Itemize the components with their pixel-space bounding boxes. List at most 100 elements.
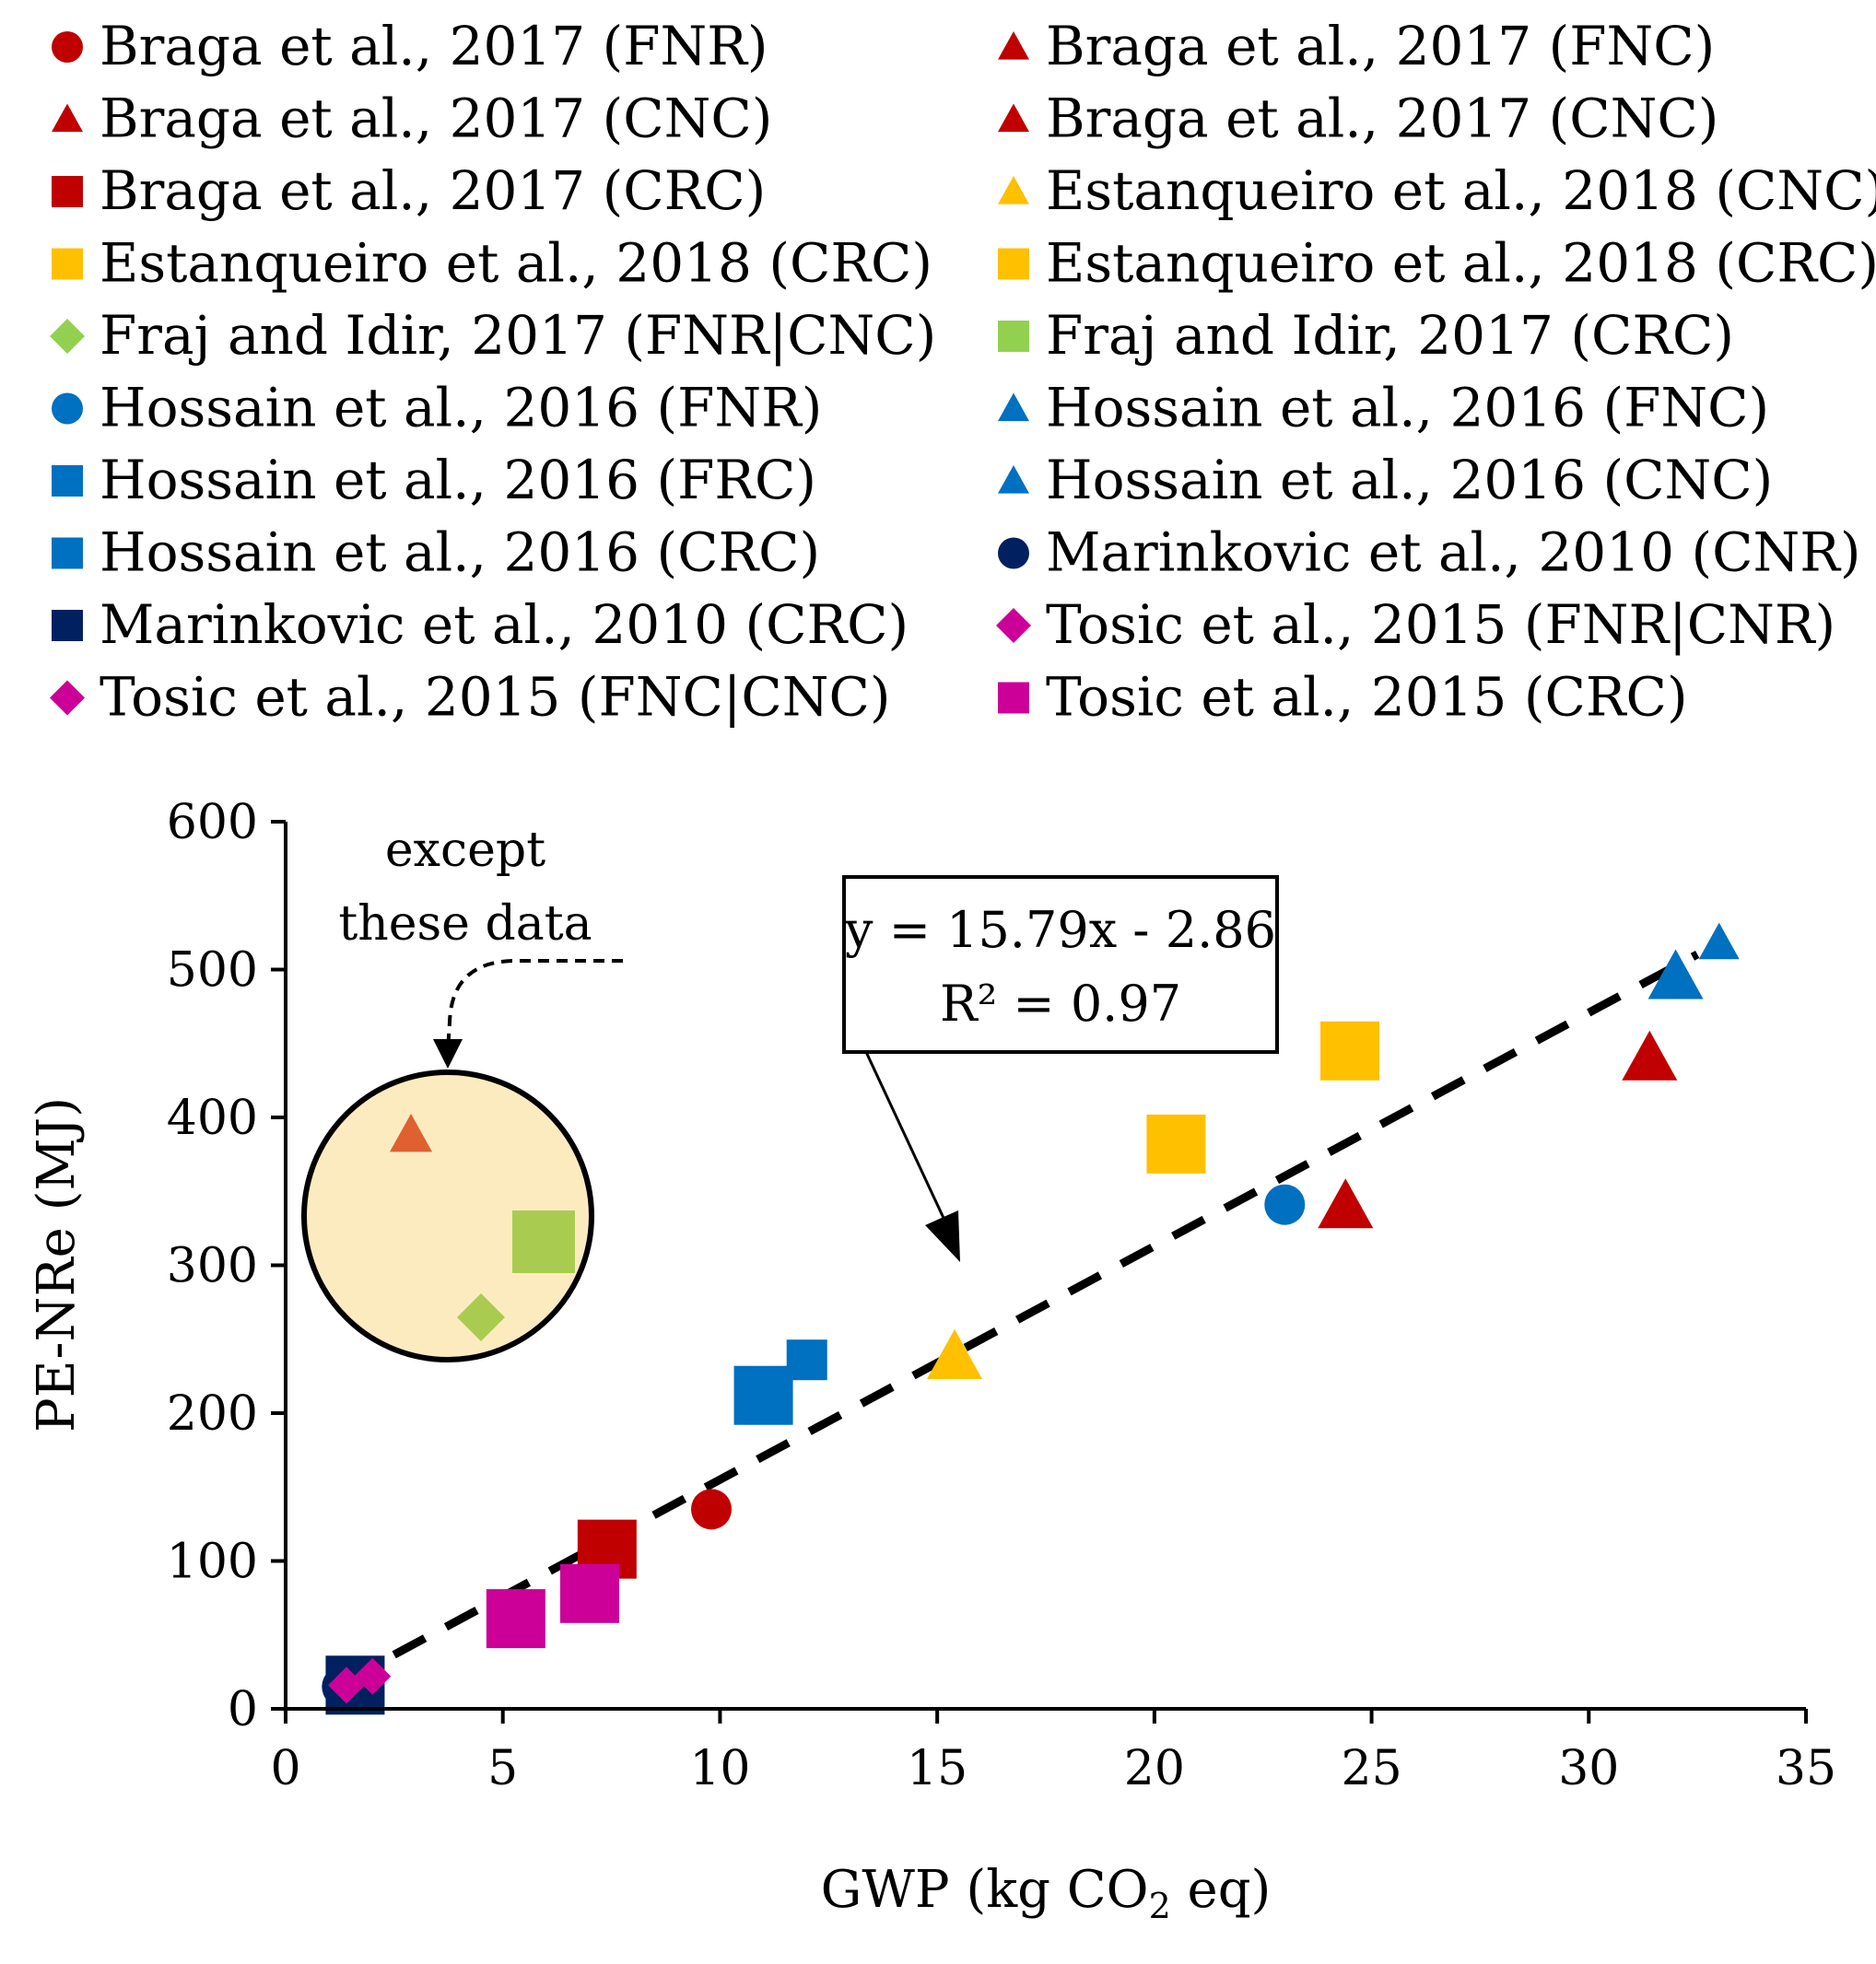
legend-entry: Braga et al., 2017 (CNC) bbox=[998, 88, 1718, 150]
excluded-point-square bbox=[512, 1210, 575, 1273]
plot-area: except these data y = 15.79x - 2.86 R² =… bbox=[27, 795, 1836, 1926]
data-point-square bbox=[486, 1589, 545, 1649]
legend-label: Hossain et al., 2016 (FNR) bbox=[100, 377, 822, 439]
y-tick-label: 400 bbox=[167, 1091, 258, 1146]
y-tick-label: 200 bbox=[167, 1386, 258, 1442]
x-tick-label: 10 bbox=[689, 1741, 750, 1796]
y-tick-label: 500 bbox=[167, 943, 258, 999]
legend-entry: Estanqueiro et al., 2018 (CNC) bbox=[998, 159, 1876, 222]
data-point-diamond bbox=[354, 1657, 392, 1695]
legend-marker-triangle bbox=[998, 31, 1029, 60]
legend-label: Braga et al., 2017 (FNC) bbox=[1046, 15, 1715, 77]
y-tick-label: 100 bbox=[167, 1535, 258, 1590]
legend-marker-square bbox=[52, 537, 83, 569]
legend-marker-square bbox=[52, 176, 83, 207]
trendline bbox=[340, 950, 1700, 1687]
legend-marker-square bbox=[998, 248, 1029, 280]
legend-entry: Hossain et al., 2016 (CNC) bbox=[998, 449, 1773, 511]
legend-label: Hossain et al., 2016 (CRC) bbox=[100, 521, 820, 584]
legend-entry: Fraj and Idir, 2017 (FNR|CNC) bbox=[50, 304, 936, 367]
legend-label: Tosic et al., 2015 (FNR|CNR) bbox=[1046, 593, 1835, 656]
legend-entry: Tosic et al., 2015 (FNR|CNR) bbox=[996, 593, 1835, 656]
legend-entry: Hossain et al., 2016 (FNC) bbox=[998, 377, 1769, 439]
except-label-line2: these data bbox=[338, 896, 592, 952]
legend-marker-triangle bbox=[998, 465, 1029, 494]
legend-marker-diamond bbox=[996, 608, 1031, 643]
legend-marker-triangle bbox=[52, 103, 83, 133]
trendline-group bbox=[340, 950, 1700, 1687]
legend-entry: Hossain et al., 2016 (CRC) bbox=[52, 521, 820, 584]
legend-marker-circle bbox=[52, 31, 83, 63]
data-point-triangle bbox=[1318, 1178, 1374, 1229]
except-label-line1: except bbox=[385, 823, 545, 878]
data-point-triangle bbox=[927, 1329, 982, 1380]
legend-label: Estanqueiro et al., 2018 (CRC) bbox=[1046, 232, 1876, 295]
y-tick-label: 0 bbox=[228, 1682, 258, 1737]
y-tick-label: 600 bbox=[167, 795, 258, 850]
x-tick-label: 25 bbox=[1341, 1741, 1401, 1796]
data-points bbox=[322, 922, 1740, 1715]
legend-label: Fraj and Idir, 2017 (CRC) bbox=[1046, 304, 1734, 367]
legend-marker-triangle bbox=[998, 176, 1029, 205]
legend-entry: Braga et al., 2017 (CNC) bbox=[52, 88, 772, 150]
legend-entry: Marinkovic et al., 2010 (CNR) bbox=[998, 521, 1861, 584]
legend-label: Braga et al., 2017 (CRC) bbox=[100, 159, 766, 222]
data-point-triangle bbox=[1622, 1030, 1678, 1081]
legend: Braga et al., 2017 (FNR) Braga et al., 20… bbox=[50, 15, 1876, 729]
equation-text: y = 15.79x - 2.86 bbox=[844, 901, 1276, 959]
legend-entry: Tosic et al., 2015 (CRC) bbox=[998, 666, 1688, 729]
legend-marker-diamond bbox=[50, 319, 85, 354]
data-point-circle bbox=[1264, 1184, 1306, 1225]
legend-entry: Fraj and Idir, 2017 (CRC) bbox=[998, 304, 1734, 367]
legend-entry: Hossain et al., 2016 (FNR) bbox=[52, 377, 822, 439]
legend-marker-square bbox=[52, 465, 83, 497]
x-tick-label: 15 bbox=[907, 1741, 967, 1796]
legend-label: Fraj and Idir, 2017 (FNR|CNC) bbox=[100, 304, 936, 367]
equation-pointer-arrowhead bbox=[925, 1210, 960, 1262]
legend-label: Tosic et al., 2015 (FNC|CNC) bbox=[100, 666, 891, 729]
data-point-square bbox=[1320, 1021, 1379, 1081]
x-tick-label: 35 bbox=[1776, 1741, 1836, 1796]
data-point-square bbox=[560, 1563, 619, 1623]
equation-pointer-line bbox=[864, 1051, 951, 1231]
data-point-triangle bbox=[1647, 949, 1704, 1000]
y-axis-title: PE-NRe (MJ) bbox=[27, 1097, 87, 1432]
legend-marker-circle bbox=[998, 537, 1029, 569]
y-tick-label: 300 bbox=[167, 1239, 258, 1294]
equation-box: y = 15.79x - 2.86 R² = 0.97 bbox=[842, 875, 1279, 1262]
excluded-data-circle bbox=[301, 1070, 594, 1362]
legend-label: Marinkovic et al., 2010 (CRC) bbox=[100, 593, 909, 656]
excluded-data-group: except these data bbox=[301, 823, 623, 1362]
legend-marker-square bbox=[52, 610, 83, 641]
x-tick-label: 30 bbox=[1558, 1741, 1619, 1796]
data-point-square bbox=[1146, 1114, 1206, 1174]
data-point-triangle bbox=[1698, 922, 1740, 960]
legend-entry: Estanqueiro et al., 2018 (CRC) bbox=[998, 232, 1876, 295]
data-point-square bbox=[786, 1339, 827, 1381]
legend-entry: Braga et al., 2017 (CRC) bbox=[52, 159, 766, 222]
legend-label: Estanqueiro et al., 2018 (CNC) bbox=[1046, 159, 1876, 222]
legend-label: Marinkovic et al., 2010 (CNR) bbox=[1046, 521, 1861, 584]
legend-marker-triangle bbox=[998, 103, 1029, 133]
legend-label: Hossain et al., 2016 (FNC) bbox=[1046, 377, 1769, 439]
legend-marker-square bbox=[998, 321, 1029, 352]
legend-marker-circle bbox=[52, 392, 83, 425]
legend-marker-diamond bbox=[50, 680, 85, 716]
legend-entry: Estanqueiro et al., 2018 (CRC) bbox=[52, 232, 932, 295]
legend-marker-square bbox=[52, 248, 83, 280]
data-point-circle bbox=[691, 1489, 732, 1530]
legend-label: Tosic et al., 2015 (CRC) bbox=[1046, 666, 1688, 729]
legend-label: Estanqueiro et al., 2018 (CRC) bbox=[100, 232, 932, 295]
legend-entry: Braga et al., 2017 (FNR) bbox=[52, 15, 768, 77]
data-point-square bbox=[733, 1365, 793, 1425]
x-tick-label: 20 bbox=[1124, 1741, 1185, 1796]
excluded-point-diamond bbox=[457, 1293, 505, 1341]
x-axis-title: GWP (kg CO2 eq) bbox=[821, 1860, 1272, 1926]
legend-label: Braga et al., 2017 (CNC) bbox=[1046, 88, 1718, 150]
legend-label: Hossain et al., 2016 (FRC) bbox=[100, 449, 816, 511]
legend-entry: Hossain et al., 2016 (FRC) bbox=[52, 449, 816, 511]
legend-marker-triangle bbox=[998, 392, 1029, 422]
legend-entry: Tosic et al., 2015 (FNC|CNC) bbox=[50, 666, 891, 729]
x-tick-label: 0 bbox=[270, 1741, 300, 1796]
